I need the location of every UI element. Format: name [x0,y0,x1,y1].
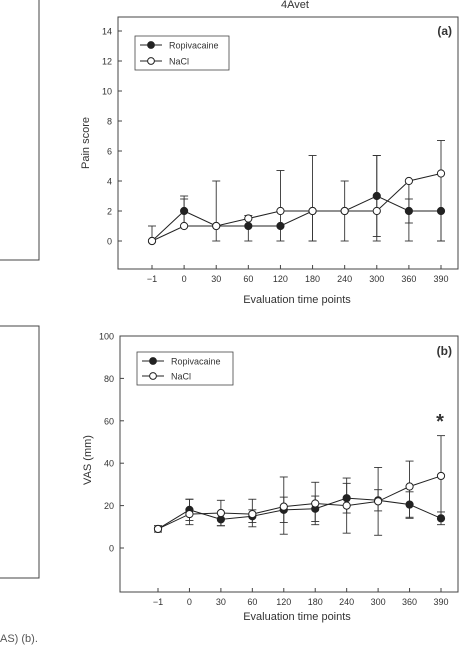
data-point-nacl-a [276,206,285,216]
x-tick-label-b: 360 [402,597,417,607]
legend-marker-nacl-a [147,57,155,65]
chart-panel-a: (a) Pain score Evaluation time points Ro… [80,16,459,306]
y-tick-label-a: 8 [107,117,112,127]
x-tick-label-a: 360 [401,274,416,284]
y-tick-label-a: 12 [102,57,112,67]
data-point-nacl-b [342,501,351,510]
x-tick-label-a: 240 [337,274,352,284]
data-point-nacl-a [436,169,446,178]
x-tick-label-b: 390 [433,597,448,607]
data-point-ropivacaine-b [342,494,351,503]
x-tick-label-b: 300 [371,597,386,607]
data-point-ropivacaine-a [180,206,189,216]
legend-marker-nacl-b [149,372,157,380]
data-point-nacl-a [244,214,253,223]
y-tick-label-a: 10 [102,87,112,97]
page-title: 4Avet [281,0,309,11]
data-point-nacl-b [311,499,320,508]
x-tick-label-b: 30 [216,597,226,607]
plot-frame-a [117,16,459,270]
data-point-nacl-a [372,206,381,216]
data-point-ropivacaine-a [276,221,285,231]
legend-label-ropivacaine-b: Ropivacaine [171,357,221,367]
x-tick-label-a: 60 [243,274,253,284]
y-tick-label-b: 40 [104,459,114,469]
cropped-neighbor-panel-top [0,0,40,261]
legend-marker-ropivacaine-b [149,357,157,365]
panel-label-a: (a) [437,24,452,38]
series-line-nacl-b [157,475,442,530]
data-point-nacl-b [216,508,225,518]
x-tick-label-b: 180 [308,597,323,607]
legend-a: Ropivacaine NaCl [134,35,230,71]
plot-frame-b [119,335,459,593]
data-point-nacl-a [212,221,221,231]
series-line-ropivacaine-b [157,497,442,530]
x-tick-label-b: 60 [247,597,257,607]
data-point-ropivacaine-a [372,191,381,201]
data-point-nacl-b [279,502,288,511]
x-tick-label-a: 300 [369,274,384,284]
data-point-ropivacaine-a [244,221,253,231]
y-tick-label-b: 100 [99,332,114,342]
panel-label-b: (b) [437,344,452,358]
y-tick-label-b: 0 [109,544,114,554]
legend-label-nacl-a: NaCl [169,57,189,67]
y-tick-label-a: 6 [107,147,112,157]
y-tick-label-a: 2 [107,207,112,217]
significance-asterisk: * [436,411,444,433]
y-axis-label-b: VAS (mm) [82,435,94,485]
legend-marker-ropivacaine-a [147,41,155,49]
x-tick-label-b: 120 [276,597,291,607]
y-tick-label-a: 14 [102,27,112,37]
legend-label-nacl-b: NaCl [171,372,191,382]
y-tick-label-a: 4 [107,177,112,187]
data-point-nacl-b [405,482,414,491]
x-tick-label-a: 30 [211,274,221,284]
legend-label-ropivacaine-a: Ropivacaine [169,41,219,51]
y-tick-label-b: 20 [104,501,114,511]
x-tick-label-a: 390 [433,274,448,284]
y-tick-label-a: 0 [107,237,112,247]
x-tick-label-a: 120 [273,274,288,284]
x-tick-label-b: 0 [187,597,192,607]
data-point-ropivacaine-a [436,206,446,216]
y-tick-label-b: 60 [104,416,114,426]
data-point-nacl-a [308,206,317,216]
data-point-nacl-a [404,176,413,186]
x-axis-label-a: Evaluation time points [243,294,351,306]
x-tick-label-a: −1 [147,274,157,284]
data-point-nacl-b [185,509,194,519]
x-tick-label-b: −1 [153,597,163,607]
data-point-nacl-a [180,221,189,231]
x-axis-label-b: Evaluation time points [243,611,351,623]
data-point-nacl-b [374,497,383,506]
chart-panel-b: (b) VAS (mm) Evaluation time points Ropi… [82,332,459,623]
series-line-ropivacaine-a [151,195,441,242]
data-point-nacl-b [436,471,446,481]
series-line-nacl-a [151,173,442,242]
x-tick-label-b: 240 [339,597,354,607]
x-tick-label-a: 0 [182,274,187,284]
legend-b: Ropivacaine NaCl [136,351,234,386]
data-point-ropivacaine-b [436,514,446,523]
data-point-nacl-a [340,206,349,216]
cropped-neighbor-panel-bottom [0,325,40,579]
data-point-nacl-a [147,236,157,246]
data-point-nacl-b [248,509,257,519]
caption-fragment: AS) (b). [0,633,38,645]
y-tick-label-b: 80 [104,374,114,384]
y-axis-label-a: Pain score [80,117,92,169]
data-point-nacl-b [153,524,163,534]
data-point-ropivacaine-a [404,206,413,216]
x-tick-label-a: 180 [305,274,320,284]
data-point-ropivacaine-b [405,500,414,509]
